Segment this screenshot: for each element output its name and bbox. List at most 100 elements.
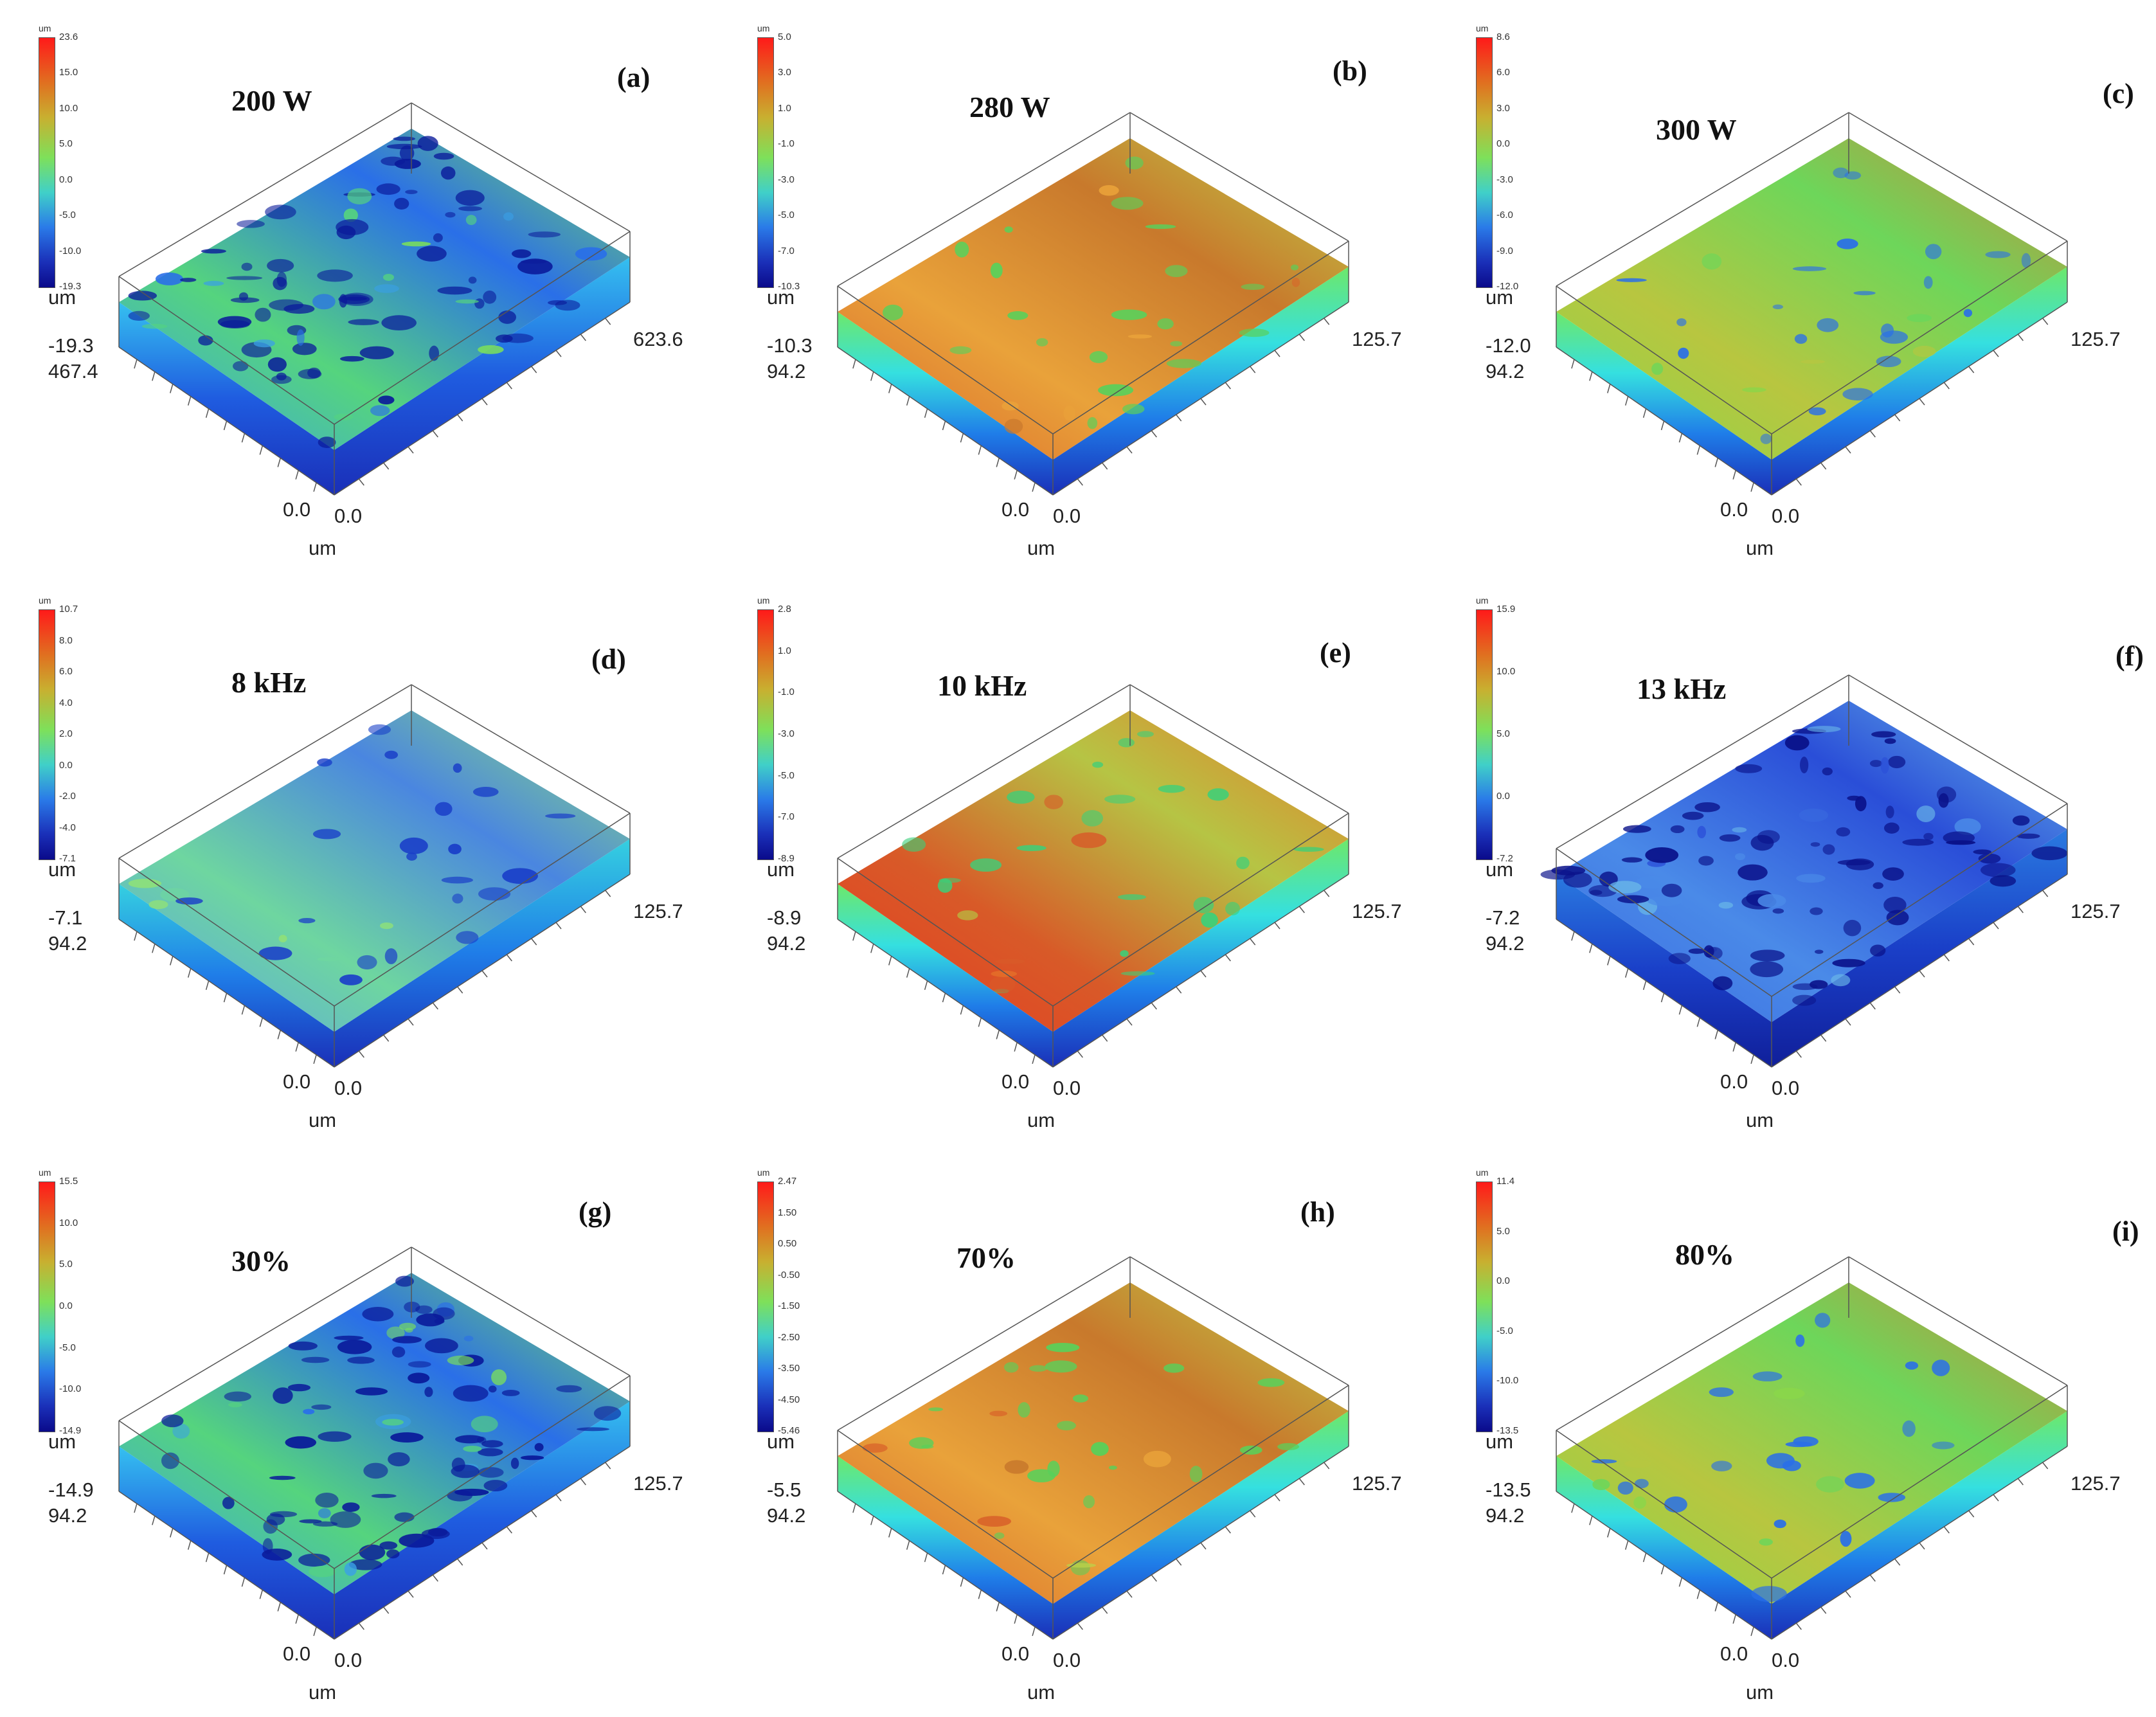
surface-top [1556,138,2067,460]
axis-tick [1014,1614,1018,1624]
colorbar-tick: -8.9 [778,853,795,864]
box-edge [118,858,335,1007]
box-edge [1556,1430,1772,1579]
surface-feature [1985,251,2011,258]
x-axis-origin: 0.0 [334,1077,363,1099]
axis-tick [277,458,281,467]
axis-tick [1732,470,1736,480]
box-edge [1129,112,1349,242]
surface-feature [379,1541,398,1550]
surface-feature [224,1391,251,1402]
surface-feature [1002,401,1019,411]
y-axis-max: 94.2 [48,1504,87,1527]
axis-tick [205,408,210,418]
colorbar-tick: 10.0 [59,1217,78,1228]
surface-feature [399,145,415,161]
colorbar-unit: um [757,595,770,606]
surface-feature [2021,253,2031,268]
surface-feature [1563,872,1592,888]
surface-feature [1004,418,1023,434]
axis-tick [1126,1590,1133,1598]
axis-tick [1571,359,1575,369]
surface-feature [148,900,168,910]
axis-tick [1624,396,1629,406]
surface-feature [1808,407,1826,416]
box-edge [837,684,1131,859]
box-edge [118,102,412,277]
surface-feature [237,220,265,228]
surface-feature [495,334,513,343]
surface-feature [1108,1465,1117,1470]
surface-feature [1189,1466,1203,1482]
y-axis-origin: 0.0 [283,1070,311,1093]
surface-feature [394,158,421,169]
axis-tick [170,956,174,966]
surface-feature [1057,1421,1076,1431]
surface-feature [318,1431,352,1442]
surface-feature [379,922,393,930]
surface-feature [363,1462,388,1479]
axis-tick [1200,970,1207,978]
surface-feature [478,887,511,901]
box-edge [1848,112,2068,242]
axis-tick [1624,968,1629,978]
surface-feature [1709,1387,1734,1398]
surface-feature [1029,1365,1047,1372]
axis-tick [580,906,586,913]
surface-feature [253,339,275,348]
surface-feature [198,335,213,346]
surface-feature [1883,822,1900,834]
surface-feature [267,258,294,273]
z-axis-unit: um [1486,286,1514,309]
surface-feature [939,877,961,883]
surface-panel-d: um 10.7 8.0 6.0 4.0 2.0 0.0 -2.0 -4.0 -7.1 8 kHz (d… [0,572,719,1144]
x-axis-origin: 0.0 [1772,505,1800,527]
x-axis-unit: um [1746,1109,1774,1131]
surface-feature [334,413,354,420]
surface-feature [296,329,305,346]
colorbar-tick: -3.0 [778,174,795,185]
surface-feature [1236,856,1250,870]
surface-feature [445,211,456,218]
axis-tick [605,890,611,897]
z-axis-unit: um [48,1430,76,1453]
surface-feature [1225,901,1240,916]
surface-feature [465,215,477,226]
surface-feature [1651,363,1664,375]
x-axis-max: 125.7 [1352,900,1402,922]
axis-tick [295,1614,299,1624]
axis-tick [358,478,364,486]
surface-feature [1201,912,1218,928]
surface-feature [1624,1459,1651,1468]
surface-feature [222,1497,235,1509]
axis-tick [1943,1526,1950,1534]
x-axis-origin: 0.0 [334,1649,363,1671]
surface-feature [448,843,462,855]
surface-feature [330,1511,361,1528]
box-edge [334,1375,631,1569]
box-edge [837,285,1054,435]
colorbar-unit: um [39,595,51,606]
surface-feature [203,280,224,286]
colorbar [757,609,774,860]
axis-tick [259,445,264,455]
surface-feature [408,1361,431,1368]
axis-tick [1894,1558,1901,1566]
axis-tick [383,462,390,470]
surface-feature [1645,847,1679,863]
surface-feature [1943,831,1975,845]
axis-tick [924,1552,928,1563]
surface-feature [456,931,479,944]
z-axis-min: -14.9 [48,1479,94,1501]
axis-tick [506,1526,512,1534]
colorbar-unit: um [757,1167,770,1178]
axis-tick [906,396,910,406]
z-axis-min: -7.1 [48,906,83,929]
surface-feature [463,1335,474,1342]
surface-feature [1617,895,1649,904]
surface-feature [1016,845,1047,851]
axis-tick [1732,1042,1736,1052]
colorbar-tick: -5.0 [778,210,795,221]
surface-feature [1163,1363,1185,1373]
surface-plot [1556,112,2068,496]
